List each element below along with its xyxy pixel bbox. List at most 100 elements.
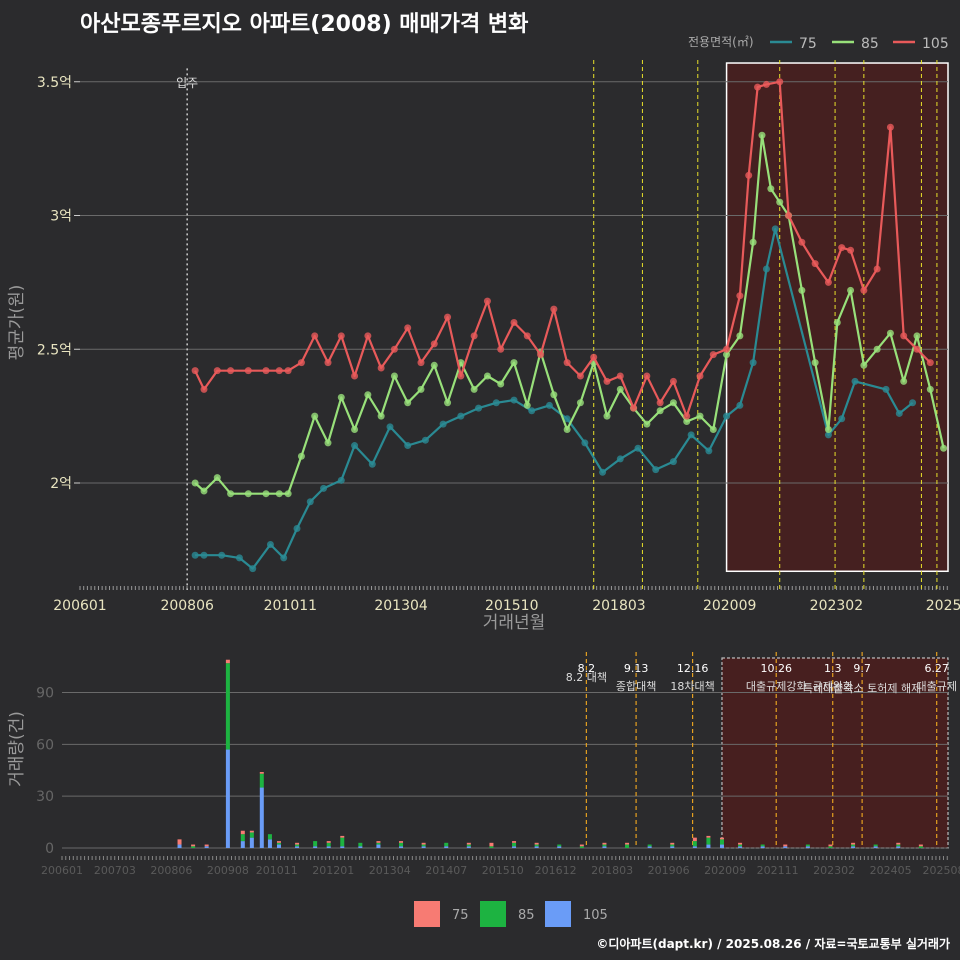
data-point-75: [337, 476, 345, 484]
bar-segment-85: [191, 846, 196, 848]
data-point-75: [191, 551, 199, 559]
data-point-105: [404, 324, 412, 332]
policy-name-label: 대출규제: [916, 680, 956, 693]
policy-name-label: 18차대책: [670, 680, 714, 693]
x-tick-label: 2025: [926, 598, 960, 614]
bar-segment-75: [249, 830, 254, 833]
data-point-105: [324, 359, 332, 367]
data-point-75: [320, 484, 328, 492]
data-point-85: [847, 286, 855, 294]
data-point-105: [523, 332, 531, 340]
bar-segment-105: [805, 846, 810, 848]
x-tick-label: 202302: [810, 598, 863, 614]
data-point-75: [669, 458, 677, 466]
data-point-105: [696, 372, 704, 380]
data-point-85: [523, 401, 531, 409]
bar-segment-85: [240, 834, 245, 842]
data-point-75: [563, 415, 571, 423]
data-point-85: [736, 332, 744, 340]
data-point-75: [510, 396, 518, 404]
bar-segment-85: [276, 842, 281, 845]
data-point-75: [851, 377, 859, 385]
bar-segment-75: [851, 842, 856, 845]
data-point-105: [860, 286, 868, 294]
bottom-legend-key-105: [545, 901, 571, 927]
y-tick-label: 3억: [50, 209, 72, 225]
bar-segment-105: [313, 846, 318, 848]
data-point-85: [723, 351, 731, 359]
bar-segment-105: [466, 846, 471, 848]
bar-x-tick-label: 202302: [813, 864, 855, 877]
data-point-105: [364, 332, 372, 340]
bar-segment-85: [358, 842, 363, 847]
data-point-105: [457, 372, 465, 380]
data-point-85: [798, 286, 806, 294]
bar-x-tick-label: 201011: [256, 864, 298, 877]
bar-x-tick-label: 202009: [704, 864, 746, 877]
data-point-85: [683, 417, 691, 425]
bar-segment-85: [444, 842, 449, 847]
data-point-105: [616, 372, 624, 380]
y-tick-label: 3.5억: [37, 75, 72, 91]
bar-segment-75: [225, 659, 230, 664]
data-point-85: [758, 131, 766, 139]
bar-segment-105: [783, 846, 788, 848]
data-point-85: [191, 479, 199, 487]
bottom-legend-key-85: [480, 901, 506, 927]
data-point-85: [860, 361, 868, 369]
bar-segment-75: [489, 842, 494, 847]
data-point-85: [337, 393, 345, 401]
bar-segment-85: [625, 844, 630, 848]
legend-label-85: 85: [861, 36, 879, 52]
x-tick-label: 202009: [703, 598, 756, 614]
data-point-105: [838, 244, 846, 252]
bottom-legend-key-75: [414, 901, 440, 927]
data-point-85: [833, 319, 841, 326]
bar-segment-105: [240, 841, 245, 848]
data-point-85: [696, 412, 704, 420]
bar-segment-75: [719, 837, 724, 840]
bar-segment-75: [670, 842, 675, 845]
policy-name-label: 대출규제강화: [746, 680, 807, 693]
data-point-75: [895, 409, 903, 417]
bar-segment-85: [512, 842, 517, 847]
bar-segment-75: [625, 842, 630, 845]
data-point-75: [492, 399, 500, 407]
bar-segment-75: [896, 842, 901, 845]
bar-segment-105: [295, 846, 300, 848]
data-point-105: [656, 399, 664, 407]
data-point-75: [736, 401, 744, 409]
source-credit: ©디아파트(dapt.kr) / 2025.08.26 / 자료=국토교통부 실…: [596, 937, 950, 951]
bar-segment-85: [760, 844, 765, 847]
data-point-105: [669, 377, 677, 385]
data-point-75: [457, 412, 465, 420]
data-point-85: [311, 412, 319, 420]
data-point-85: [483, 372, 491, 380]
data-point-85: [324, 439, 332, 447]
data-point-105: [311, 332, 319, 340]
data-point-85: [470, 385, 478, 393]
data-point-75: [368, 460, 376, 468]
data-point-85: [926, 385, 934, 393]
data-point-105: [590, 353, 598, 361]
data-point-105: [913, 345, 921, 353]
bar-x-tick-label: 202405: [870, 864, 912, 877]
bar-segment-105: [602, 846, 607, 848]
x-tick-label: 201510: [485, 598, 538, 614]
bar-y-tick-label: 60: [36, 737, 54, 753]
bar-segment-75: [783, 844, 788, 847]
bar-segment-85: [267, 834, 272, 840]
bar-segment-85: [225, 663, 230, 750]
bar-segment-75: [512, 841, 517, 843]
bar-segment-85: [692, 841, 697, 847]
policy-date-label: 6.27: [924, 662, 949, 675]
page-title: 아산모종푸르지오 아파트(2008) 매매가격 변화: [80, 12, 529, 37]
bar-segment-105: [512, 846, 517, 848]
bar-segment-75: [738, 842, 743, 845]
bar-segment-85: [579, 846, 584, 848]
bar-segment-75: [828, 844, 833, 847]
data-point-105: [537, 351, 545, 359]
data-point-75: [528, 407, 536, 415]
bar-x-tick-label: 200806: [150, 864, 192, 877]
data-point-85: [284, 490, 292, 498]
